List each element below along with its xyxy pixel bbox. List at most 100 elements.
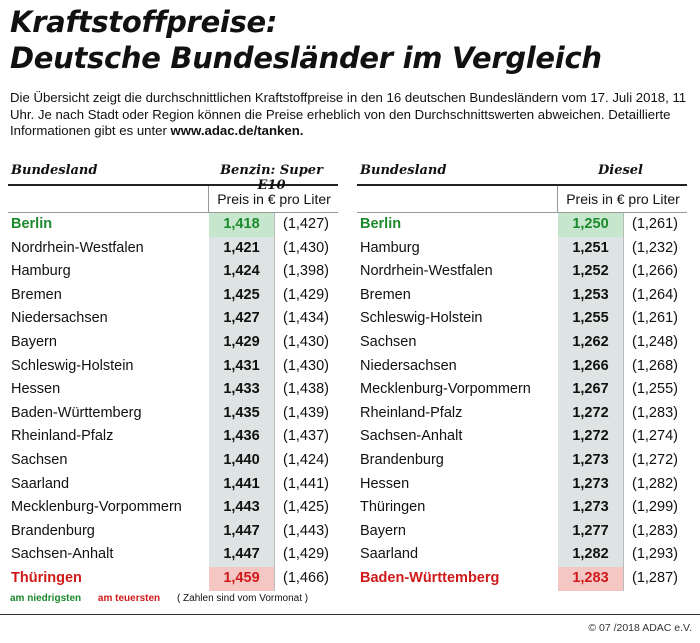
table-row: Nordrhein-Westfalen 1,421 (1,430) <box>8 236 338 261</box>
previous-month-price: (1,430) <box>283 357 329 374</box>
table-row: Saarland 1,282 (1,293) <box>357 543 687 567</box>
previous-month-price: (1,287) <box>632 569 678 586</box>
price-value: 1,440 <box>223 451 260 468</box>
table-row: Berlin 1,250 (1,261) <box>357 213 687 237</box>
column-divider <box>623 354 624 379</box>
table-diesel: Bundesland Diesel Preis in € pro Liter B… <box>357 160 687 591</box>
previous-month-price: (1,437) <box>283 428 329 445</box>
price-value: 1,267 <box>572 381 609 398</box>
adac-link[interactable]: www.adac.de/tanken. <box>170 123 304 138</box>
price-value: 1,427 <box>223 310 260 327</box>
price-value: 1,436 <box>223 428 260 445</box>
previous-month-price: (1,248) <box>632 333 678 350</box>
price-value: 1,418 <box>223 216 260 232</box>
price-value: 1,272 <box>572 404 609 421</box>
column-divider <box>274 496 275 520</box>
legend: am niedrigsten am teuersten ( Zahlen sin… <box>10 593 322 604</box>
state-name: Saarland <box>11 475 70 492</box>
price-value: 1,250 <box>572 216 609 232</box>
price-value: 1,273 <box>572 451 609 468</box>
state-name: Rheinland-Pfalz <box>360 404 463 421</box>
state-name: Bayern <box>11 333 57 350</box>
page-title: Kraftstoffpreise: Deutsche Bundesländer … <box>10 4 690 76</box>
table-row: Brandenburg 1,273 (1,272) <box>357 448 687 473</box>
previous-month-price: (1,261) <box>632 216 678 232</box>
state-name: Hamburg <box>360 239 420 256</box>
table-row: Sachsen 1,262 (1,248) <box>357 330 687 355</box>
column-divider <box>623 213 624 237</box>
state-name: Sachsen-Anhalt <box>11 546 114 563</box>
column-divider <box>623 543 624 567</box>
price-value: 1,459 <box>223 569 260 586</box>
price-value: 1,255 <box>572 310 609 327</box>
price-value: 1,433 <box>223 381 260 398</box>
state-name: Nordrhein-Westfalen <box>11 239 144 256</box>
state-name: Bremen <box>11 286 62 303</box>
table-row: Hessen 1,273 (1,282) <box>357 472 687 497</box>
state-name: Bayern <box>360 522 406 539</box>
table-row: Thüringen 1,459 (1,466) <box>8 566 338 591</box>
table-row: Bayern 1,277 (1,283) <box>357 519 687 544</box>
price-value: 1,425 <box>223 286 260 303</box>
previous-month-price: (1,264) <box>632 286 678 303</box>
state-name: Brandenburg <box>11 522 95 539</box>
highlight-cell <box>209 213 274 237</box>
table-row: Niedersachsen 1,427 (1,434) <box>8 307 338 331</box>
state-name: Sachsen <box>11 451 68 468</box>
previous-month-price: (1,283) <box>632 522 678 539</box>
bottom-divider <box>0 614 700 615</box>
highlight-cell <box>558 566 623 591</box>
state-name: Hamburg <box>11 263 71 280</box>
state-name: Rheinland-Pfalz <box>11 428 114 445</box>
column-divider <box>623 519 624 544</box>
state-name: Thüringen <box>360 499 426 516</box>
state-name: Niedersachsen <box>11 310 108 327</box>
previous-month-price: (1,268) <box>632 357 678 374</box>
previous-month-price: (1,266) <box>632 263 678 280</box>
price-value: 1,447 <box>223 546 260 563</box>
column-divider <box>274 472 275 497</box>
intro-text: Die Übersicht zeigt die durchschnittlich… <box>10 90 687 138</box>
state-name: Baden-Württemberg <box>360 569 500 586</box>
copyright: © 07 /2018 ADAC e.V. <box>588 622 692 634</box>
table-body: Berlin 1,250 (1,261) Hamburg 1,251 (1,232) Nor… <box>357 213 687 591</box>
column-divider <box>274 213 275 237</box>
state-name: Hessen <box>11 381 61 398</box>
column-divider <box>274 283 275 308</box>
price-value: 1,282 <box>572 546 609 563</box>
column-divider <box>623 566 624 591</box>
previous-month-price: (1,424) <box>283 451 329 468</box>
column-divider <box>623 330 624 355</box>
table-row: Mecklenburg-Vorpommern 1,443 (1,425) <box>8 496 338 520</box>
col-bundesland: Bundesland <box>360 163 447 178</box>
price-value: 1,421 <box>223 239 260 256</box>
col-bundesland: Bundesland <box>11 163 98 178</box>
legend-most-expensive: am teuersten <box>97 593 161 604</box>
column-divider <box>623 260 624 284</box>
state-name: Sachsen <box>360 333 417 350</box>
table-row: Hamburg 1,251 (1,232) <box>357 236 687 261</box>
previous-month-price: (1,274) <box>632 428 678 445</box>
previous-month-price: (1,272) <box>632 451 678 468</box>
table-benzin: Bundesland Benzin: Super E10 Preis in € … <box>8 160 338 591</box>
state-name: Schleswig-Holstein <box>11 357 134 374</box>
previous-month-price: (1,255) <box>632 381 678 398</box>
title-line-1: Kraftstoffpreise: <box>10 5 278 39</box>
col-fuel: Benzin: Super E10 <box>220 163 323 193</box>
price-column-shade <box>558 213 623 591</box>
price-value: 1,447 <box>223 522 260 539</box>
previous-month-price: (1,232) <box>632 239 678 256</box>
previous-month-price: (1,430) <box>283 333 329 350</box>
previous-month-price: (1,438) <box>283 381 329 398</box>
state-name: Brandenburg <box>360 451 444 468</box>
table-row: Schleswig-Holstein 1,255 (1,261) <box>357 307 687 331</box>
price-value: 1,435 <box>223 404 260 421</box>
table-row: Sachsen-Anhalt 1,272 (1,274) <box>357 425 687 449</box>
table-row: Rheinland-Pfalz 1,272 (1,283) <box>357 401 687 426</box>
table-row: Bremen 1,253 (1,264) <box>357 283 687 308</box>
price-value: 1,273 <box>572 499 609 516</box>
price-value: 1,429 <box>223 333 260 350</box>
column-divider <box>274 330 275 355</box>
table-row: Schleswig-Holstein 1,431 (1,430) <box>8 354 338 379</box>
previous-month-price: (1,441) <box>283 475 329 492</box>
